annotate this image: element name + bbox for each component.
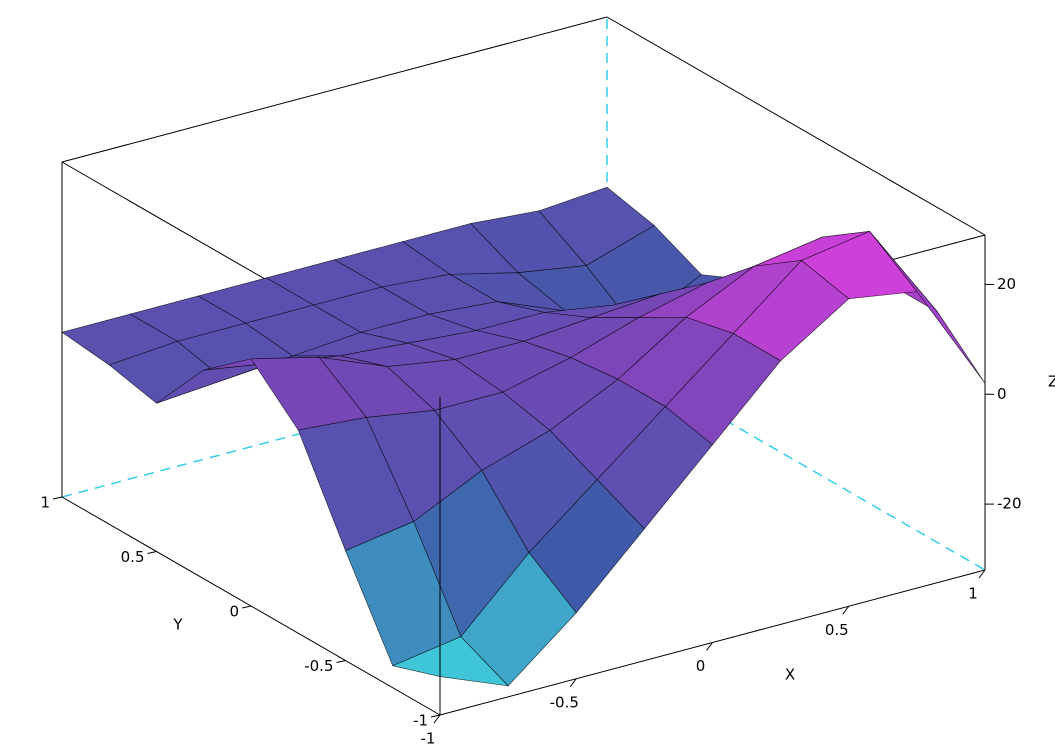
axes-box: -1 -0.5 0 0.5 1 -1 -0.5 0 0.5 1 -20 0 20 [40,275,1021,748]
y-tick [52,496,63,500]
x-tick-label: -0.5 [550,693,579,711]
x-tick [706,642,713,651]
y-tick-label: 0.5 [121,548,145,566]
y-tick [241,605,252,609]
x-tick-label: 0 [696,657,706,675]
x-tick-label: 0.5 [825,621,849,639]
x-tick [842,605,850,615]
x-axis-label: X [785,666,795,684]
x-tick [569,678,577,688]
y-tick [336,660,346,663]
z-tick-label: -20 [997,495,1022,513]
y-axis-label: Y [172,616,183,634]
x-tick [978,569,986,579]
x-tick [433,714,441,724]
box-edge [61,16,608,163]
y-tick [147,551,157,554]
z-axis-label: Z [1048,373,1055,391]
surface [61,16,986,687]
y-tick-label: 0 [229,603,239,621]
y-tick-label: -0.5 [304,657,333,675]
y-tick [430,714,441,718]
z-tick-label: 20 [997,275,1016,293]
box-edge [606,16,986,236]
y-tick-label: 1 [40,494,50,512]
x-tick-label: -1 [421,730,436,748]
x-tick-label: 1 [968,585,978,603]
y-tick-label: -1 [413,712,428,730]
z-tick-label: 0 [997,385,1007,403]
surface-facet [391,636,509,687]
